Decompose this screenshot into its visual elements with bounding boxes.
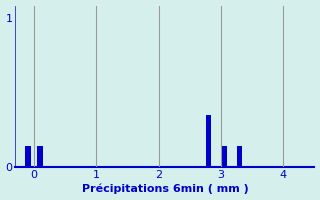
Bar bbox=[206, 115, 211, 167]
Bar bbox=[237, 146, 243, 167]
Bar bbox=[25, 146, 31, 167]
X-axis label: Précipitations 6min ( mm ): Précipitations 6min ( mm ) bbox=[82, 184, 248, 194]
Bar bbox=[37, 146, 43, 167]
Bar bbox=[221, 146, 227, 167]
